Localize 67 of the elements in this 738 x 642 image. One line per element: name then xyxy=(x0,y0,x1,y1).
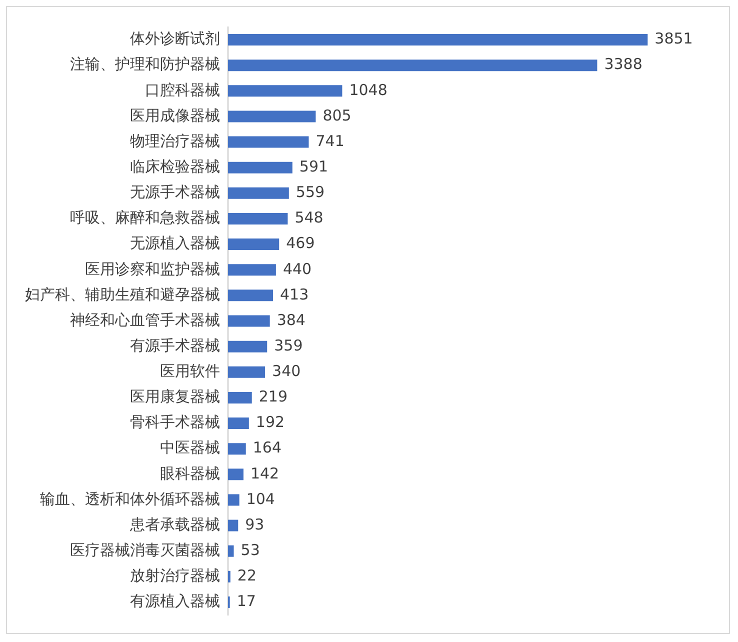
bar xyxy=(228,494,240,506)
data-label: 1048 xyxy=(349,80,388,99)
bar xyxy=(228,545,234,557)
bar xyxy=(228,34,648,46)
y-tick-label: 患者承载器械 xyxy=(129,515,220,534)
y-tick-label: 医用成像器械 xyxy=(130,106,220,124)
data-label: 469 xyxy=(286,234,315,252)
y-tick-label: 临床检验器械 xyxy=(130,158,220,176)
y-tick-label: 呼吸、麻醉和急救器械 xyxy=(70,208,220,227)
y-tick-label: 有源手术器械 xyxy=(130,336,220,354)
y-tick-label: 眼科器械 xyxy=(160,464,220,482)
data-label: 591 xyxy=(299,158,328,176)
bar xyxy=(228,238,280,250)
bar xyxy=(228,366,266,378)
data-label: 559 xyxy=(296,183,325,202)
data-label: 219 xyxy=(258,388,288,406)
y-tick-label: 口腔科器械 xyxy=(145,80,220,99)
data-label: 142 xyxy=(250,464,280,482)
y-tick-label: 体外诊断试剂 xyxy=(130,30,220,48)
bar xyxy=(228,136,309,148)
y-tick-label: 无源植入器械 xyxy=(130,234,220,252)
data-label: 192 xyxy=(256,413,285,432)
bar xyxy=(228,392,252,404)
data-label: 548 xyxy=(294,208,324,227)
bar xyxy=(228,264,276,276)
bar xyxy=(228,443,246,455)
bar xyxy=(228,60,598,72)
bar xyxy=(228,110,316,122)
y-tick-label: 注输、护理和防护器械 xyxy=(70,55,220,74)
data-label: 22 xyxy=(237,566,256,585)
data-label: 93 xyxy=(245,515,264,534)
bar xyxy=(228,340,268,352)
data-label: 384 xyxy=(276,310,306,329)
bar xyxy=(228,520,238,532)
data-label: 805 xyxy=(322,106,352,124)
data-label: 359 xyxy=(274,336,303,354)
y-tick-label: 有源植入器械 xyxy=(130,592,220,610)
bar xyxy=(228,290,274,302)
y-tick-label: 放射治疗器械 xyxy=(130,566,220,585)
data-label: 17 xyxy=(236,592,256,610)
data-label: 741 xyxy=(316,132,344,150)
y-tick-label: 骨科手术器械 xyxy=(130,413,220,432)
y-tick-label: 医用软件 xyxy=(160,362,220,380)
bar xyxy=(228,315,270,327)
y-tick-label: 中医器械 xyxy=(160,438,220,457)
y-tick-label: 妇产科、辅助生殖和避孕器械 xyxy=(25,285,220,304)
y-tick-label: 无源手术器械 xyxy=(130,183,220,202)
y-tick-label: 输血、透析和体外循环器械 xyxy=(40,490,220,508)
data-label: 164 xyxy=(252,438,282,457)
y-tick-label: 医用康复器械 xyxy=(130,388,220,406)
y-tick-label: 医疗器械消毒灭菌器械 xyxy=(70,540,220,559)
data-label: 340 xyxy=(272,362,301,380)
data-label: 413 xyxy=(280,285,309,304)
bar xyxy=(228,162,292,174)
data-label: 440 xyxy=(282,260,312,278)
data-label: 3851 xyxy=(654,30,693,48)
y-tick-label: 神经和心血管手术器械 xyxy=(70,310,220,329)
bar xyxy=(228,468,244,480)
y-tick-label: 医用诊察和监护器械 xyxy=(85,260,220,278)
data-label: 53 xyxy=(240,540,260,559)
bar xyxy=(228,187,289,199)
data-label: 3388 xyxy=(604,55,642,74)
y-tick-label: 物理治疗器械 xyxy=(130,132,220,150)
data-label: 104 xyxy=(246,490,275,508)
bar xyxy=(228,85,342,97)
bar xyxy=(228,212,288,224)
bar xyxy=(228,418,249,430)
